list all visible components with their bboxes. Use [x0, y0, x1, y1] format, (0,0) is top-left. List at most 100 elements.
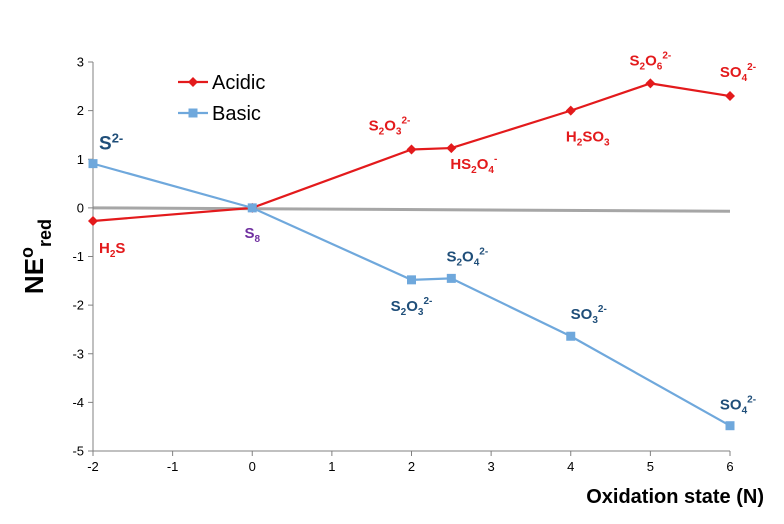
point-label: S2O62- — [630, 50, 672, 72]
point-label-part: SO — [720, 397, 742, 414]
y-tick-label: 0 — [77, 200, 84, 215]
point-label-part: 2- — [662, 50, 671, 61]
x-tick-label: 4 — [567, 459, 574, 474]
data-point-basic — [566, 331, 576, 341]
point-label-part: SO — [720, 64, 742, 81]
x-tick-label: 1 — [328, 459, 335, 474]
data-point-basic — [725, 421, 735, 431]
point-label: H2S — [99, 240, 125, 260]
point-label-part: 2 — [379, 127, 385, 138]
point-label-part: SO — [582, 129, 604, 146]
point-label: S2O32- — [391, 296, 433, 318]
point-label-part: 4 — [474, 257, 480, 268]
point-label-part: 3 — [418, 307, 424, 318]
point-label: SO32- — [571, 304, 607, 326]
point-label-part: 4 — [488, 165, 494, 176]
y-axis-title-sup: o — [17, 247, 37, 258]
point-label-part: 2 — [401, 307, 407, 318]
point-label-part: S — [369, 118, 379, 135]
point-label-part: 2 — [456, 257, 462, 268]
data-point-acidic — [645, 78, 656, 89]
point-label: H2SO3 — [566, 129, 610, 149]
x-tick-label: 6 — [726, 459, 733, 474]
y-axis-title-sub: red — [35, 219, 55, 247]
point-label-part: 6 — [657, 61, 663, 72]
data-point-acidic — [446, 143, 457, 154]
point-label: HS2O4- — [450, 154, 497, 176]
point-label: SO42- — [720, 62, 756, 84]
point-label-part: S — [446, 248, 456, 265]
y-tick-label: -4 — [72, 395, 84, 410]
point-label-part: 3 — [592, 315, 598, 326]
series-line-basic — [92, 162, 731, 427]
point-label-part: 2 — [640, 61, 646, 72]
point-label-part: 2- — [112, 131, 124, 146]
x-tick-label: 2 — [408, 459, 415, 474]
reference-line-layer — [92, 206, 731, 213]
x-tick-label: 0 — [249, 459, 256, 474]
point-label: S2O42- — [446, 246, 488, 268]
point-label-part: 8 — [254, 234, 260, 245]
point-label-part: 2 — [471, 165, 477, 176]
point-label: S2O32- — [369, 116, 411, 138]
legend-swatch-marker — [188, 108, 198, 118]
axis-titles: Oxidation state (N) NEored — [17, 219, 764, 508]
point-label-part: 2- — [747, 62, 756, 73]
point-label-part: SO — [571, 306, 593, 323]
point-label-part: 4 — [742, 406, 748, 417]
point-label: SO42- — [720, 395, 756, 417]
point-label: S8 — [244, 225, 260, 245]
y-tick-label: -5 — [72, 444, 84, 459]
point-label-part: 2- — [401, 116, 410, 127]
point-label-part: S — [630, 52, 640, 69]
series-acidic — [88, 78, 735, 227]
point-label-part: 4 — [742, 73, 748, 84]
point-label-part: - — [494, 154, 497, 165]
point-label-part: 2- — [479, 246, 488, 257]
legend: Acidic Basic — [178, 72, 265, 125]
data-point-basic — [407, 275, 416, 285]
point-label-part: H — [566, 129, 577, 146]
data-point-basic — [247, 203, 257, 213]
y-tick-label: 3 — [77, 55, 84, 70]
x-tick-label: 3 — [488, 459, 495, 474]
data-point-basic — [446, 273, 456, 283]
point-label-part: S — [391, 298, 401, 315]
point-label-part: S — [99, 134, 112, 155]
series-layer — [88, 78, 735, 431]
point-label: S2- — [99, 131, 123, 155]
data-point-basic — [88, 159, 98, 169]
point-label-part: O — [645, 52, 657, 69]
x-axis-title: Oxidation state (N) — [586, 486, 764, 508]
data-point-acidic — [406, 144, 417, 155]
point-label-part: 2- — [423, 296, 432, 307]
legend-item-acidic: Acidic — [178, 72, 265, 94]
y-axis-title-main: NE — [19, 258, 49, 294]
data-point-acidic — [725, 91, 735, 102]
point-label-part: HS — [450, 156, 471, 173]
y-tick-label: -2 — [72, 298, 84, 313]
x-tick-label: -2 — [87, 459, 99, 474]
y-tick-label: -1 — [72, 249, 84, 264]
point-label-part: 3 — [604, 138, 610, 149]
x-tick-label: 5 — [647, 459, 654, 474]
point-label-part: O — [406, 298, 418, 315]
point-label-part: 2- — [598, 304, 607, 315]
series-basic — [88, 159, 735, 431]
legend-label: Basic — [212, 103, 261, 125]
point-label-part: 2 — [110, 249, 116, 260]
y-tick-label: 1 — [77, 152, 84, 167]
data-point-acidic — [565, 105, 576, 116]
x-tick-label: -1 — [167, 459, 179, 474]
point-label-part: O — [384, 118, 396, 135]
y-axis-title: NEored — [17, 219, 55, 294]
data-point-acidic — [88, 216, 98, 227]
legend-item-basic: Basic — [178, 103, 261, 125]
y-tick-label: 2 — [77, 103, 84, 118]
point-label-part: O — [477, 156, 489, 173]
annotation-layer: H2SS2O32-HS2O4-H2SO3S2O62-SO42-S2-S8S2O3… — [99, 50, 756, 416]
point-label-part: H — [99, 240, 110, 257]
point-label-part: 2- — [747, 395, 756, 406]
